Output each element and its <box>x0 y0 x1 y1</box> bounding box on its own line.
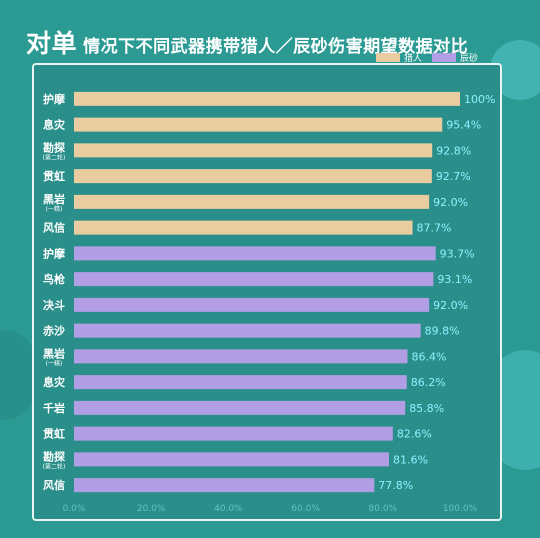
chart-title: 对单 情况下不同武器携带猎人／辰砂伤害期望数据对比 <box>26 24 468 60</box>
legend-label-cinnabar: 辰砂 <box>459 54 478 64</box>
bar-1-1 <box>74 272 434 287</box>
category-sublabel-0-4: (一精) <box>46 205 63 213</box>
chart-title-lead: 对单 <box>26 29 78 58</box>
value-label-0-2: 92.8% <box>436 144 471 157</box>
category-label-1-1: 鸟枪 <box>43 272 65 286</box>
legend-item-cinnabar: 辰砂 <box>431 51 478 64</box>
category-label-0-0: 护摩 <box>43 92 66 106</box>
bar-0-5 <box>74 220 413 235</box>
value-label-1-6: 85.8% <box>409 402 444 415</box>
value-label-1-2: 92.0% <box>433 299 468 312</box>
bar-1-3 <box>74 323 421 338</box>
bar-1-5 <box>74 375 407 390</box>
value-label-1-8: 81.6% <box>393 453 428 466</box>
legend-swatch-cinnabar <box>431 53 456 62</box>
bar-1-8 <box>74 452 389 467</box>
category-label-1-5: 息灾 <box>43 375 66 389</box>
value-label-1-9: 77.8% <box>378 479 413 492</box>
bar-1-2 <box>74 297 430 312</box>
category-label-1-8: 勘探 <box>43 449 66 463</box>
value-label-0-3: 92.7% <box>436 170 471 183</box>
category-label-0-5: 风信 <box>43 221 65 235</box>
value-label-1-5: 86.2% <box>411 376 446 389</box>
value-label-1-7: 82.6% <box>397 428 432 441</box>
value-label-0-4: 92.0% <box>433 196 468 209</box>
x-tick-label-2: 40.0% <box>214 504 243 514</box>
bar-0-1 <box>74 117 443 132</box>
bar-1-9 <box>74 478 375 493</box>
value-label-0-1: 95.4% <box>446 119 481 132</box>
category-label-1-2: 决斗 <box>43 298 65 312</box>
category-label-0-3: 贯虹 <box>43 169 65 183</box>
category-label-1-3: 赤沙 <box>43 324 65 338</box>
legend: 猎人 辰砂 <box>370 51 478 64</box>
x-tick-label-0: 0.0% <box>63 504 86 514</box>
category-sublabel-1-4: (一精) <box>46 359 63 367</box>
bar-1-7 <box>74 426 393 441</box>
category-label-1-0: 护摩 <box>43 246 66 260</box>
bar-1-0 <box>74 246 436 261</box>
category-label-1-9: 风信 <box>43 478 65 492</box>
value-label-0-5: 87.7% <box>417 222 452 235</box>
chart-title-rest: 情况下不同武器携带猎人／辰砂伤害期望数据对比 <box>83 37 469 57</box>
category-label-1-6: 千岩 <box>43 401 65 415</box>
category-label-0-2: 勘探 <box>43 140 66 154</box>
bar-0-3 <box>74 169 432 184</box>
value-label-0-0: 100% <box>464 93 495 106</box>
legend-label-hunter: 猎人 <box>403 54 422 64</box>
chart-panel <box>32 63 502 521</box>
x-tick-label-5: 100.0% <box>443 504 478 514</box>
bar-1-4 <box>74 349 408 364</box>
x-tick-label-4: 80.0% <box>369 504 398 514</box>
category-label-1-4: 黑岩 <box>43 346 65 360</box>
category-label-1-7: 贯虹 <box>43 427 65 441</box>
x-tick-label-3: 60.0% <box>291 504 320 514</box>
legend-item-hunter: 猎人 <box>375 51 422 64</box>
bar-0-2 <box>74 143 433 158</box>
value-label-1-4: 86.4% <box>412 350 447 363</box>
bar-0-0 <box>74 91 460 106</box>
legend-swatch-hunter <box>375 53 400 62</box>
x-tick-label-1: 20.0% <box>137 504 166 514</box>
value-label-1-1: 93.1% <box>437 273 472 286</box>
category-label-0-1: 息灾 <box>43 118 66 132</box>
category-sublabel-1-8: (第二轮) <box>43 462 66 470</box>
value-label-1-3: 89.8% <box>425 325 460 338</box>
category-label-0-4: 黑岩 <box>43 192 65 206</box>
bar-0-4 <box>74 194 430 209</box>
category-sublabel-0-2: (第二轮) <box>43 153 66 161</box>
bar-1-6 <box>74 400 406 415</box>
value-label-1-0: 93.7% <box>440 247 475 260</box>
